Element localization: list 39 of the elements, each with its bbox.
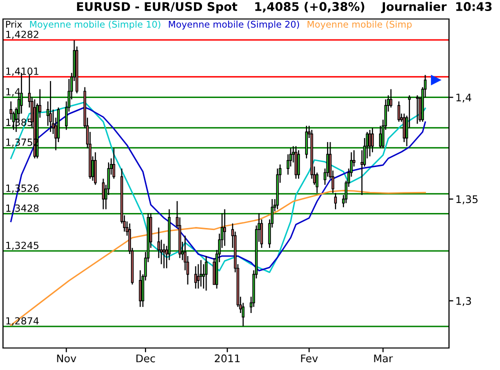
candlestick xyxy=(200,260,202,288)
candlestick xyxy=(204,255,208,292)
candlestick xyxy=(102,178,105,210)
ref-line-label: 1,4282 xyxy=(6,30,38,40)
text: Moyenne mobile (Simple 10) xyxy=(30,20,160,30)
candlestick xyxy=(194,266,197,290)
ref-line-label: 1,4101 xyxy=(6,68,38,76)
x-tick-label: Mar xyxy=(374,354,393,362)
candlestick xyxy=(294,146,298,180)
y-axis-title: Prix xyxy=(6,20,22,28)
y-tick-label: 1,35 xyxy=(456,195,478,204)
x-tick-label: Nov xyxy=(57,354,76,362)
candlestick xyxy=(368,129,372,157)
x-tick-label: Fev xyxy=(301,354,318,362)
candlestick xyxy=(416,94,419,124)
candlestick xyxy=(196,264,200,290)
candlestick xyxy=(390,88,392,108)
candlestick xyxy=(138,270,142,308)
candlestick xyxy=(162,243,166,269)
candlestick xyxy=(112,148,116,180)
candlestick xyxy=(305,125,308,159)
text: Moyenne mobile (Simple 20) xyxy=(168,20,300,30)
candlestick xyxy=(398,100,400,122)
candlestick xyxy=(297,150,300,180)
x-tick-label: 2011 xyxy=(214,354,240,362)
candlestick xyxy=(223,208,226,246)
candlestick xyxy=(334,192,337,210)
candlestick xyxy=(371,127,374,153)
candlestick xyxy=(212,258,216,286)
candlestick xyxy=(94,152,97,186)
x-tick-label: Dec xyxy=(136,354,155,362)
ref-line-label: 1,3245 xyxy=(6,242,38,250)
y-tick-label: 1,3 xyxy=(456,297,471,306)
candlestick xyxy=(402,113,406,143)
ref-line-label: 1,4 xyxy=(6,88,20,96)
candlestick xyxy=(49,80,52,132)
text: Moyenne mobile (Simp xyxy=(308,20,412,30)
chart-title: EURUSD - EUR/USD Spot 1,4085 (+0,38%) Journalier 10:43 xyxy=(77,2,492,14)
y-tick-label: 1,4 xyxy=(456,94,472,102)
